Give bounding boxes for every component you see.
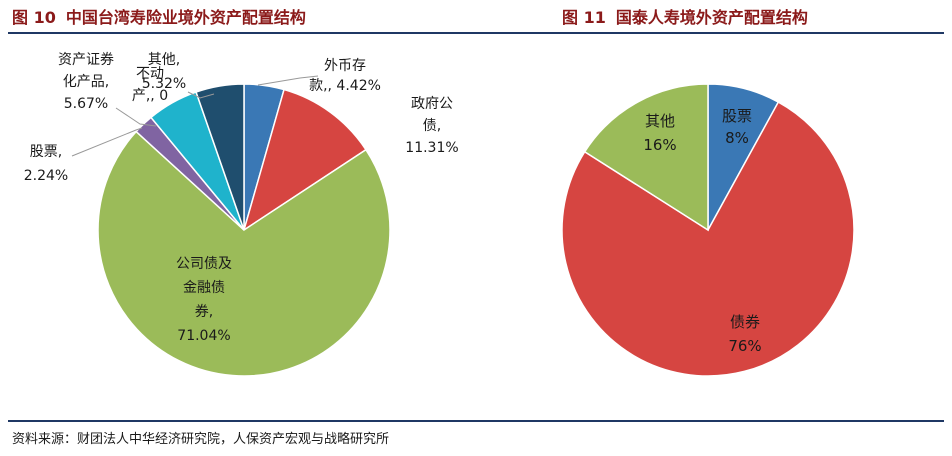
right-pie-slice-2-label-value: 16% bbox=[643, 136, 676, 154]
figure-11-caption: 国泰人寿境外资产配置结构 bbox=[615, 8, 808, 27]
left-pie-slice-6-leader bbox=[187, 91, 215, 99]
top-rule bbox=[8, 32, 944, 34]
source-note: 资料来源：财团法人中华经济研究院，人保资产宏观与战略研究所 bbox=[12, 432, 390, 447]
left-pie-slice-4-leader bbox=[115, 107, 157, 127]
figure-10-caption: 中国台湾寿险业境外资产配置结构 bbox=[65, 8, 306, 27]
figure-10-title: 图 10 中国台湾寿险业境外资产配置结构 bbox=[12, 6, 306, 30]
left-pie-slice-6-label-name0: 其他, bbox=[148, 52, 180, 68]
right-pie-slice-1-label-value: 76% bbox=[728, 337, 761, 355]
left-pie-slice-1 bbox=[242, 88, 367, 232]
left-pie-slice-0-label-name1: 款,, 4.42% bbox=[309, 78, 381, 94]
left-pie-slice-1-label-value: 11.31% bbox=[405, 140, 458, 156]
left-pie-slice-1-label-name1: 债, bbox=[423, 118, 441, 134]
left-pie-slice-1-label-name0: 政府公 bbox=[411, 96, 453, 112]
left-pie-slice-3-leader bbox=[71, 127, 143, 157]
figure-11-title: 图 11 国泰人寿境外资产配置结构 bbox=[562, 6, 808, 30]
left-pie-slice-5-label-name0: 不动 bbox=[136, 66, 164, 82]
left-pie-slice-3-label-value: 2.24% bbox=[24, 168, 68, 184]
right-pie-slice-1 bbox=[561, 101, 855, 377]
left-pie-slice-2-label-value: 71.04% bbox=[177, 328, 230, 344]
right-pie-slice-2-label-name0: 其他 bbox=[645, 112, 675, 130]
left-pie-slice-4-label-name1: 化产品, bbox=[63, 74, 109, 90]
figure-10-number: 图 10 bbox=[12, 8, 56, 27]
bottom-rule bbox=[8, 420, 944, 422]
right-pie-slice-0-label-name0: 股票 bbox=[722, 107, 752, 125]
left-pie-slice-6-label-value: 5.32% bbox=[142, 76, 186, 92]
right-pie-slice-0-label-value: 8% bbox=[725, 129, 749, 147]
left-pie-slice-0-label-name0: 外币存 bbox=[324, 58, 366, 74]
right-pie-slice-1-label-name0: 债券 bbox=[730, 313, 760, 331]
pie-chart-cathay-life: 股票 8% 债券 76% 其他 16% bbox=[561, 83, 855, 377]
left-pie-slice-2-label-name0: 公司债及 bbox=[176, 256, 232, 272]
left-pie-slice-5-label-name1: 产,, 0 bbox=[132, 88, 168, 104]
left-pie-slice-6 bbox=[195, 83, 245, 231]
figure-11-number: 图 11 bbox=[562, 8, 606, 27]
left-pie-slice-2 bbox=[97, 130, 391, 377]
right-pie-slice-2 bbox=[583, 83, 709, 232]
left-pie-slice-4-label-name0: 资产证券 bbox=[58, 52, 114, 68]
left-pie-slice-2-label-name2: 券, bbox=[195, 304, 213, 320]
left-pie-slice-3-label-name0: 股票, bbox=[30, 144, 62, 160]
left-pie-slice-2-label-name1: 金融债 bbox=[183, 280, 225, 296]
left-pie-slice-4-label-value: 5.67% bbox=[64, 96, 108, 112]
left-pie-slice-0-leader bbox=[257, 75, 319, 86]
